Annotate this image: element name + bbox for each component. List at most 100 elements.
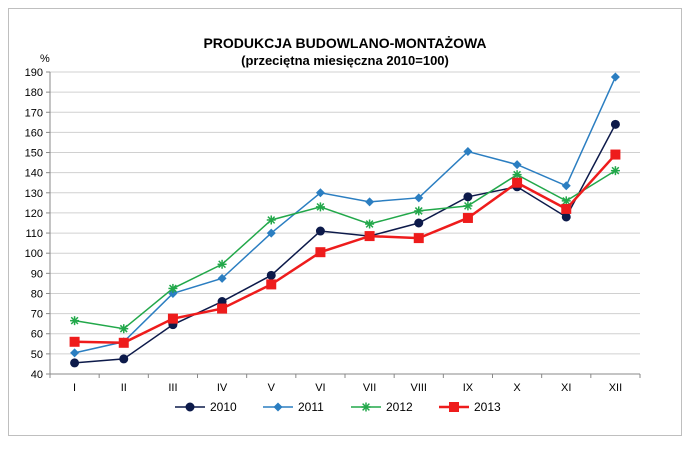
- x-tick-label: I: [73, 382, 76, 394]
- y-tick-label: 180: [25, 87, 43, 99]
- x-tick-label: VII: [363, 382, 376, 394]
- data-point-2010-V: [266, 270, 276, 280]
- series-2013: [69, 149, 621, 348]
- data-point-2013-IV: [217, 303, 228, 314]
- data-point-2011-XI: [561, 181, 571, 191]
- data-point-2012-I: [70, 316, 80, 326]
- y-tick-label: 110: [25, 228, 43, 240]
- y-tick-label: 80: [31, 288, 43, 300]
- x-tick-labels: I II III IV V VI VII VIII IX X XI XII: [73, 382, 622, 394]
- data-point-2011-XII: [610, 72, 620, 82]
- legend-label: 2010: [210, 400, 237, 414]
- data-point-2010-IX: [463, 192, 473, 202]
- y-tick-label: 150: [25, 148, 43, 160]
- data-point-2010-VI: [315, 226, 325, 236]
- data-point-2011-IV: [217, 273, 227, 283]
- data-point-2013-VIII: [413, 233, 424, 244]
- data-point-2012-XI: [561, 196, 571, 206]
- x-tick-label: XI: [561, 382, 571, 394]
- y-tick-label: 40: [31, 369, 43, 381]
- x-tick-label: IV: [217, 382, 228, 394]
- series-group: [69, 72, 621, 368]
- axes: [46, 71, 641, 378]
- data-point-2012-X: [512, 170, 522, 180]
- data-point-2011-I: [70, 348, 80, 358]
- x-tick-label: XII: [609, 382, 622, 394]
- y-tick-label: 130: [25, 188, 43, 200]
- data-point-2013-X: [512, 177, 523, 188]
- x-tick-label: IX: [463, 382, 474, 394]
- chart-subtitle: (przeciętna miesięczna 2010=100): [241, 53, 449, 68]
- legend-swatch-marker: [449, 402, 459, 412]
- data-point-2010-I: [70, 358, 80, 368]
- x-tick-label: VIII: [410, 382, 427, 394]
- data-point-2013-II: [118, 337, 129, 348]
- x-tick-label: III: [168, 382, 177, 394]
- x-tick-label: X: [513, 382, 521, 394]
- data-point-2013-I: [69, 336, 80, 347]
- legend-label: 2013: [474, 400, 501, 414]
- data-point-2010-XII: [610, 119, 620, 129]
- data-point-2011-VI: [315, 188, 325, 198]
- gridlines: [50, 71, 640, 355]
- y-tick-label: 100: [25, 248, 43, 260]
- y-tick-label: 190: [25, 67, 43, 79]
- x-tick-label: V: [268, 382, 276, 394]
- chart-frame: [8, 8, 682, 436]
- data-point-2013-V: [266, 279, 277, 290]
- legend: 2010 2011 2012 2013: [175, 400, 501, 414]
- series-line-2012: [74, 170, 616, 330]
- series-line-2010: [74, 123, 617, 364]
- data-point-2012-IX: [463, 201, 473, 211]
- legend-label: 2011: [298, 400, 324, 414]
- legend-item-2011: 2011: [263, 400, 324, 414]
- data-point-2011-V: [266, 228, 276, 238]
- data-point-2012-VII: [365, 219, 375, 229]
- y-tick-label: 90: [31, 268, 43, 280]
- data-point-2013-IX: [462, 212, 473, 223]
- data-point-2011-VIII: [414, 193, 424, 203]
- y-axis-unit-label: %: [40, 53, 50, 65]
- data-point-2013-VI: [315, 247, 326, 258]
- data-point-2010-XI: [561, 212, 571, 222]
- data-point-2012-VI: [315, 202, 325, 212]
- data-point-2012-V: [266, 215, 276, 225]
- data-point-2011-VII: [365, 197, 375, 207]
- x-tick-label: VI: [315, 382, 325, 394]
- series-2011: [70, 72, 620, 358]
- data-point-2012-IV: [217, 259, 227, 269]
- legend-swatch-marker: [273, 402, 283, 412]
- y-tick-label: 120: [25, 208, 43, 220]
- y-tick-label: 70: [31, 309, 43, 321]
- data-point-2010-II: [119, 354, 129, 364]
- y-tick-label: 50: [31, 349, 43, 361]
- data-point-2013-VII: [364, 231, 375, 242]
- legend-item-2013: 2013: [439, 400, 501, 414]
- y-tick-label: 60: [31, 329, 43, 341]
- y-tick-labels: 40 50 60 70 80 90 100 110 120 130 140 150 160 170 180 1…: [25, 67, 43, 381]
- chart-title: PRODUKCJA BUDOWLANO-MONTAŻOWA: [203, 35, 486, 51]
- data-point-2013-XI: [561, 203, 572, 214]
- data-point-2012-XII: [610, 166, 620, 176]
- data-point-2013-XII: [610, 149, 621, 160]
- legend-item-2012: 2012: [351, 400, 413, 414]
- data-point-2012-VIII: [414, 206, 424, 216]
- legend-item-2010: 2010: [175, 400, 237, 414]
- x-tick-label: II: [121, 382, 127, 394]
- data-point-2010-VIII: [414, 218, 424, 228]
- data-point-2011-IX: [463, 147, 473, 157]
- legend-swatch-marker: [361, 402, 371, 412]
- series-line-2013: [74, 153, 617, 345]
- data-point-2011-X: [512, 160, 522, 170]
- series-line-2011: [74, 76, 617, 354]
- y-tick-label: 160: [25, 127, 43, 139]
- data-point-2012-II: [119, 324, 129, 334]
- y-tick-label: 140: [25, 168, 43, 180]
- y-tick-label: 170: [25, 107, 43, 119]
- data-point-2012-III: [168, 283, 178, 293]
- data-point-2013-III: [167, 313, 178, 324]
- legend-swatch-marker: [185, 402, 195, 412]
- legend-label: 2012: [386, 400, 413, 414]
- series-2012: [70, 166, 620, 334]
